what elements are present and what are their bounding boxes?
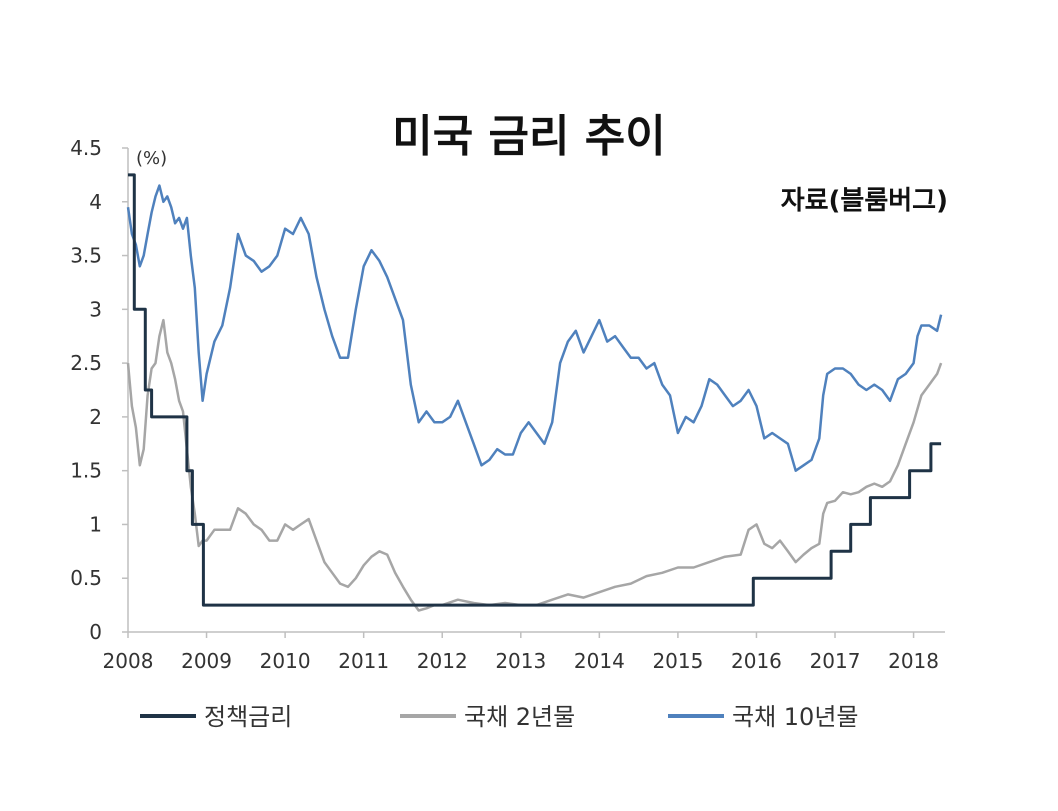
x-tick-label: 2010: [260, 649, 311, 673]
x-tick-label: 2016: [731, 649, 782, 673]
legend: 정책금리 국채 2년물 국채 10년물: [140, 703, 859, 731]
x-tick-label: 2013: [495, 649, 546, 673]
x-tick-label: 2015: [652, 649, 703, 673]
x-tick-label: 2008: [103, 649, 154, 673]
y-tick-label: 4: [89, 190, 102, 214]
series-layer: [126, 173, 943, 612]
legend-label-1: 정책금리: [204, 703, 292, 731]
series-line-3: [126, 184, 943, 472]
legend-label-2: 국채 2년물: [464, 703, 575, 731]
chart-title: 미국 금리 추이: [392, 111, 666, 162]
y-tick-label: 0: [89, 620, 102, 644]
y-tick-label: 3.5: [70, 244, 102, 268]
chart-source: 자료(블룸버그): [780, 186, 948, 216]
x-tick-label: 2014: [574, 649, 625, 673]
y-tick-label: 0.5: [70, 566, 102, 590]
y-tick-label: 1: [89, 512, 102, 536]
y-tick-label: 3: [89, 297, 102, 321]
y-tick-label: 4.5: [70, 136, 102, 160]
x-tick-label: 2009: [181, 649, 232, 673]
x-tick-label: 2017: [810, 649, 861, 673]
y-unit-label: (%): [136, 148, 167, 169]
series-line-2: [126, 318, 943, 612]
x-tick-label: 2018: [888, 649, 939, 673]
y-tick-label: 1.5: [70, 459, 102, 483]
series-line-1: [128, 173, 942, 607]
x-tick-label: 2012: [417, 649, 468, 673]
y-tick-label: 2.5: [70, 351, 102, 375]
y-tick-label: 2: [89, 405, 102, 429]
x-tick-label: 2011: [338, 649, 389, 673]
axes: 0 0.5 1 1.5 2 2.5 3 3.5 4 4.5 (%) 2008 2009 2010 2011 2…: [70, 136, 945, 673]
legend-label-3: 국채 10년물: [732, 703, 859, 731]
